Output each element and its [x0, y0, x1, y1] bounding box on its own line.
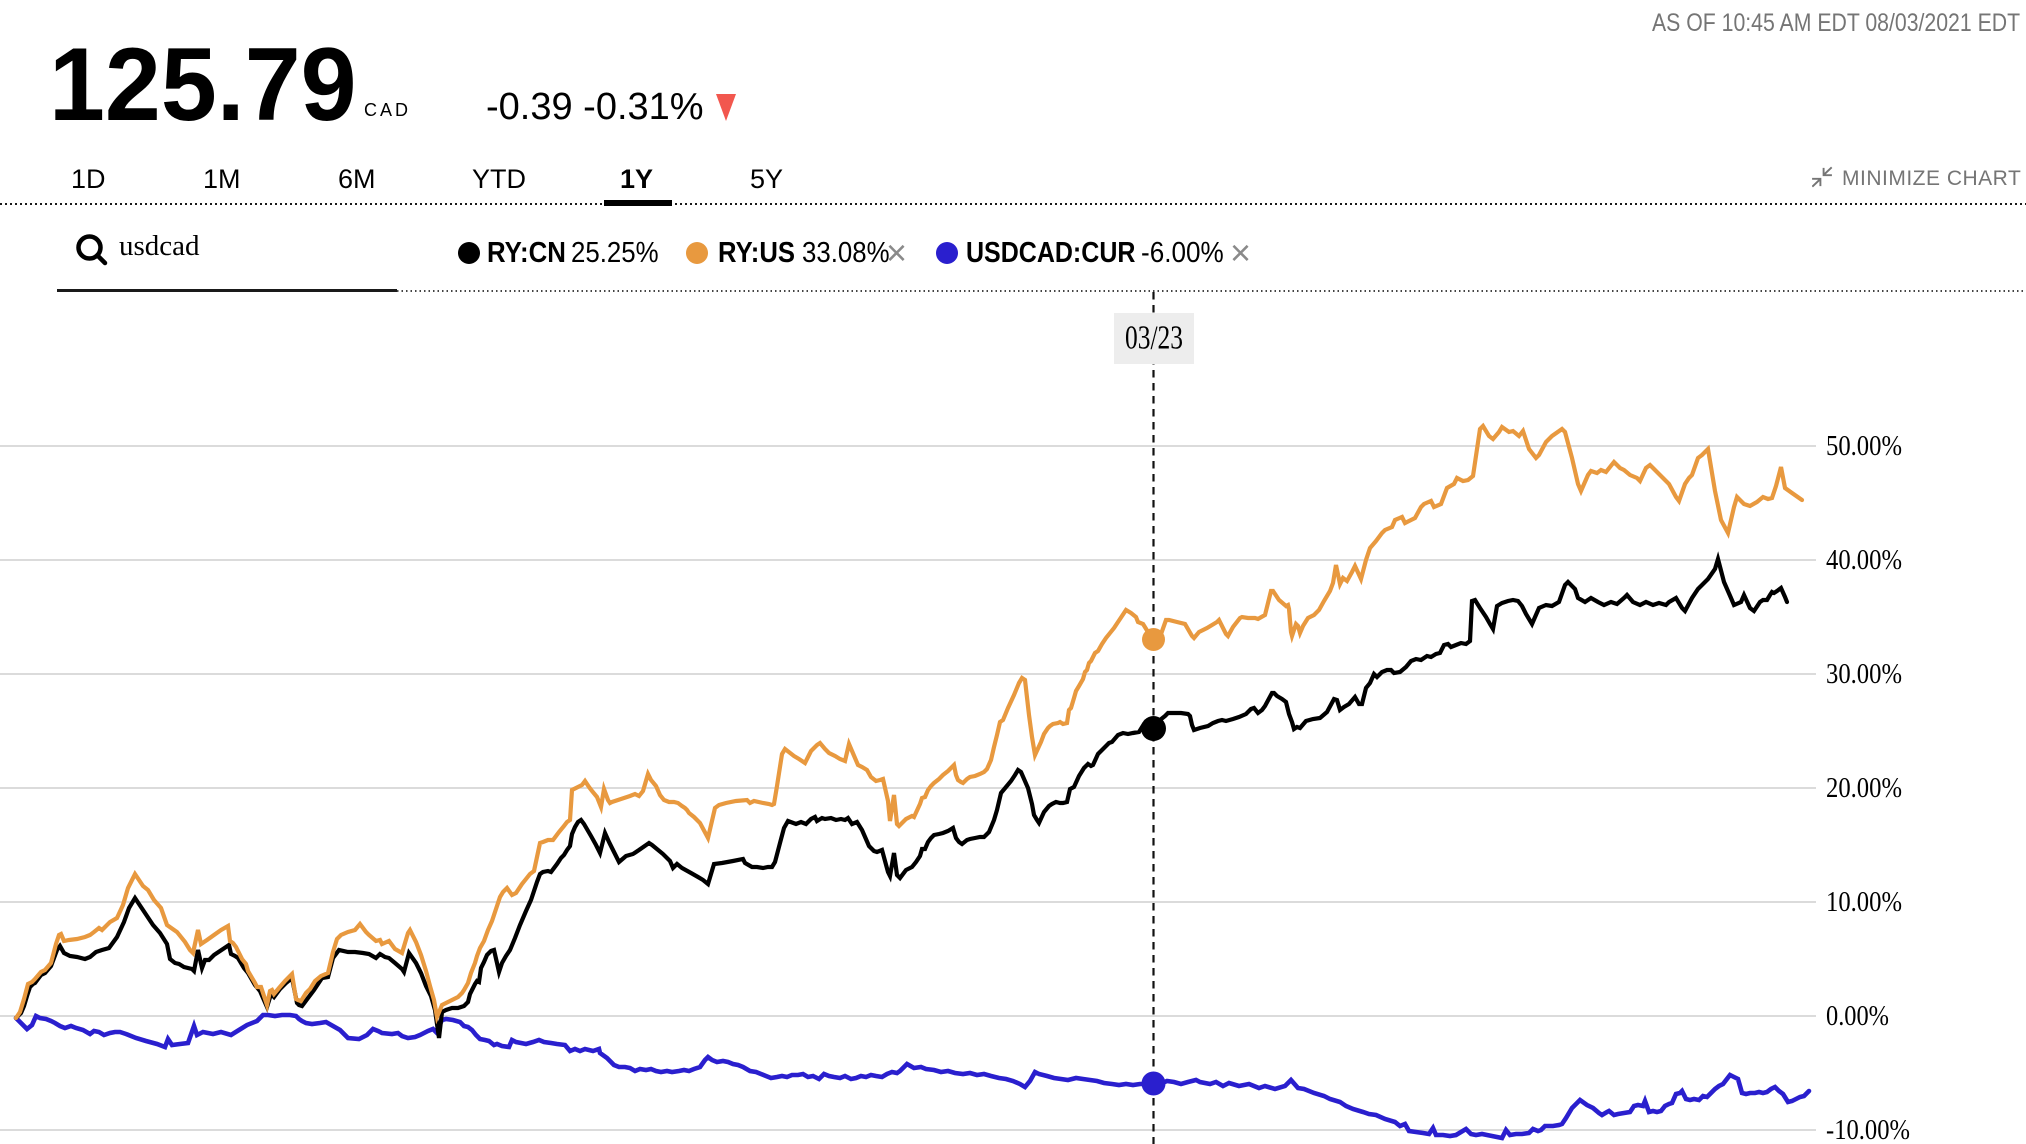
svg-text:03/23: 03/23: [1125, 320, 1183, 357]
svg-text:10.00%: 10.00%: [1826, 886, 1902, 918]
svg-text:40.00%: 40.00%: [1826, 544, 1902, 576]
svg-text:30.00%: 30.00%: [1826, 658, 1902, 690]
svg-text:0.00%: 0.00%: [1826, 1000, 1889, 1032]
svg-text:50.00%: 50.00%: [1826, 430, 1902, 462]
svg-text:20.00%: 20.00%: [1826, 772, 1902, 804]
svg-text:-10.00%: -10.00%: [1826, 1114, 1910, 1144]
